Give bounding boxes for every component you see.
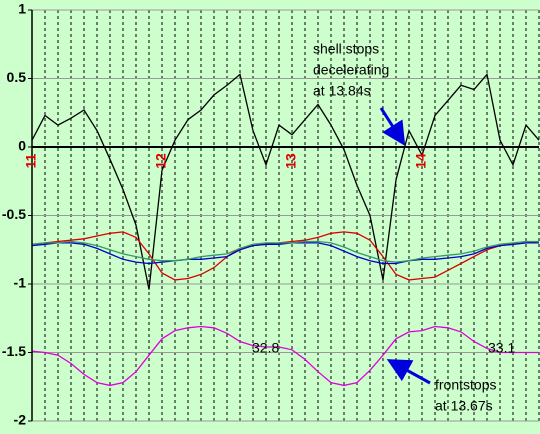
series-line xyxy=(31,72,540,290)
annotation: frontstops xyxy=(435,377,496,393)
y-tick-label: 0 xyxy=(18,138,26,154)
series-line xyxy=(31,240,539,263)
y-tick-label: 1 xyxy=(18,1,26,17)
y-tick-label: 0.5 xyxy=(7,69,27,85)
x-tick-label: 11 xyxy=(23,153,39,168)
x-tick-label: 13 xyxy=(283,153,299,169)
y-tick-label: -0.5 xyxy=(2,206,26,222)
x-tick-label: 12 xyxy=(153,153,169,169)
arrow xyxy=(379,107,406,147)
series-layer xyxy=(31,72,540,387)
x-tick-label: 14 xyxy=(413,153,429,169)
arrow xyxy=(386,359,431,385)
y-tick-label: -2 xyxy=(14,412,27,428)
series-line xyxy=(31,325,539,387)
annotation: decelerating xyxy=(313,62,389,78)
series-line xyxy=(31,231,540,281)
annotation: at 13.67s xyxy=(435,398,493,414)
annotation: shell stops xyxy=(313,41,379,57)
y-tick-label: -1 xyxy=(14,275,27,291)
series-line xyxy=(31,242,539,265)
annotation: at 13.84s xyxy=(313,83,371,99)
y-tick-label: -1.5 xyxy=(2,343,26,359)
axes: 1 0.5 0 -0.5 -1 -1.5 -2 11 12 13 14 xyxy=(2,1,539,428)
annotation: 32.8 xyxy=(252,340,279,356)
annotation: 33.1 xyxy=(488,340,515,356)
